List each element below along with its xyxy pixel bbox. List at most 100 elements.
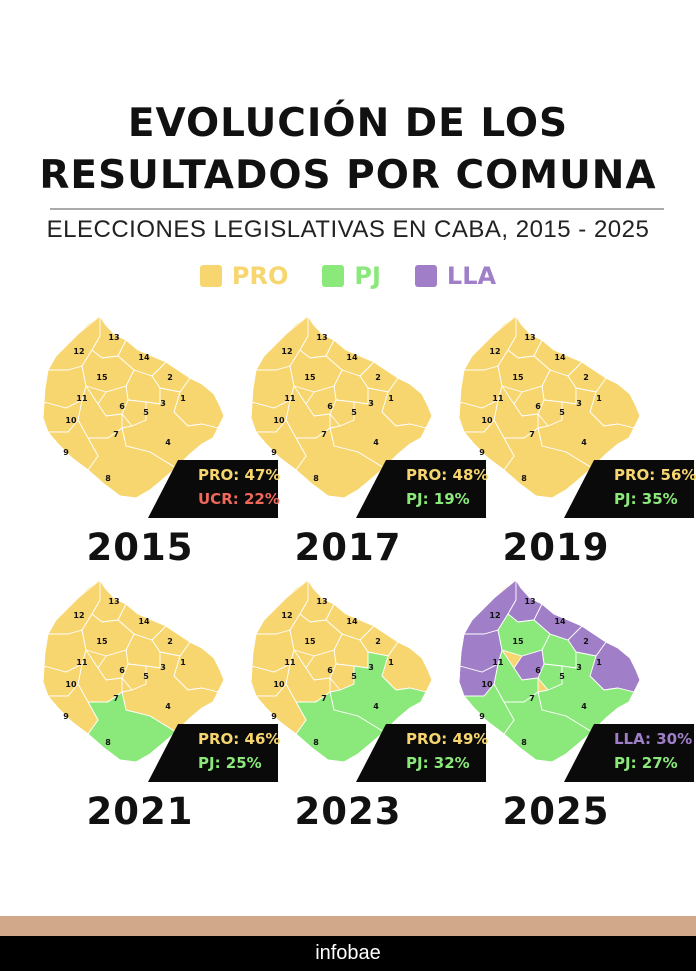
year-label: 2025 xyxy=(502,790,610,833)
result-line-1: PRO: 49% xyxy=(406,730,489,748)
result-line-1: PRO: 47% xyxy=(198,466,281,484)
map-panel-2017: 1 2 3 4 5 6 7 8 9 10 11 12 13 14 15 PRO: 48% PJ: 19% 2017 xyxy=(248,308,488,569)
result-line-2: PJ: 25% xyxy=(198,754,262,772)
map-panel-2019: 1 2 3 4 5 6 7 8 9 10 11 12 13 14 15 PRO: 56% PJ: 35% 2019 xyxy=(456,308,696,569)
comuna-label-15: 15 xyxy=(512,637,524,646)
comuna-label-9: 9 xyxy=(271,712,277,721)
comuna-label-10: 10 xyxy=(273,680,285,689)
comuna-label-7: 7 xyxy=(529,694,535,703)
footer-strip xyxy=(0,916,696,936)
legend-label-pro: PRO xyxy=(231,262,289,290)
comuna-label-6: 6 xyxy=(327,402,333,411)
comuna-label-13: 13 xyxy=(524,333,535,342)
result-line-1: PRO: 48% xyxy=(406,466,489,484)
title-line-1: EVOLUCIÓN DE LOS xyxy=(127,101,569,146)
comuna-label-10: 10 xyxy=(65,680,77,689)
comuna-label-13: 13 xyxy=(316,333,327,342)
comuna-label-1: 1 xyxy=(596,658,602,667)
comuna-label-13: 13 xyxy=(108,597,119,606)
comuna-label-10: 10 xyxy=(65,416,77,425)
subtitle: ELECCIONES LEGISLATIVAS EN CABA, 2015 - … xyxy=(46,216,650,243)
result-badge: PRO: 46% PJ: 25% xyxy=(148,724,281,782)
comuna-label-6: 6 xyxy=(119,666,125,675)
comuna-label-9: 9 xyxy=(271,448,277,457)
brand-logo: infobae xyxy=(315,942,381,964)
comuna-label-14: 14 xyxy=(346,353,358,362)
result-line-1: PRO: 46% xyxy=(198,730,281,748)
result-badge: PRO: 49% PJ: 32% xyxy=(356,724,489,782)
comuna-label-10: 10 xyxy=(481,416,493,425)
comuna-label-5: 5 xyxy=(559,408,565,417)
comuna-label-2: 2 xyxy=(375,637,381,646)
comuna-label-9: 9 xyxy=(63,448,69,457)
comuna-label-12: 12 xyxy=(489,347,500,356)
comuna-15 xyxy=(497,613,551,657)
comuna-label-6: 6 xyxy=(327,666,333,675)
comuna-label-1: 1 xyxy=(180,658,186,667)
comuna-label-11: 11 xyxy=(284,658,296,667)
comuna-label-3: 3 xyxy=(576,399,582,408)
year-label: 2017 xyxy=(294,526,402,569)
legend-item-pj: PJ xyxy=(322,262,381,290)
comuna-15 xyxy=(289,349,343,393)
result-line-2: PJ: 27% xyxy=(614,754,678,772)
comuna-label-7: 7 xyxy=(529,430,535,439)
comuna-label-5: 5 xyxy=(351,672,357,681)
legend-item-lla: LLA xyxy=(414,262,496,290)
comuna-label-8: 8 xyxy=(105,738,111,747)
comuna-label-9: 9 xyxy=(63,712,69,721)
comuna-label-11: 11 xyxy=(492,658,504,667)
comuna-label-12: 12 xyxy=(73,611,84,620)
map-panel-2023: 1 2 3 4 5 6 7 8 9 10 11 12 13 14 15 PRO: 49% PJ: 32% 2023 xyxy=(248,572,488,833)
comuna-label-14: 14 xyxy=(138,353,150,362)
comuna-label-9: 9 xyxy=(479,712,485,721)
year-label: 2015 xyxy=(86,526,194,569)
comuna-label-1: 1 xyxy=(596,394,602,403)
comuna-label-2: 2 xyxy=(167,637,173,646)
comuna-label-13: 13 xyxy=(316,597,327,606)
comuna-15 xyxy=(81,613,135,657)
result-badge: PRO: 47% UCR: 22% xyxy=(148,460,281,518)
comuna-label-14: 14 xyxy=(346,617,358,626)
comuna-15 xyxy=(497,349,551,393)
comuna-label-12: 12 xyxy=(281,611,292,620)
result-badge: PRO: 56% PJ: 35% xyxy=(564,460,696,518)
comuna-label-11: 11 xyxy=(76,658,88,667)
title-divider xyxy=(50,208,664,210)
comuna-label-2: 2 xyxy=(583,373,589,382)
comuna-label-15: 15 xyxy=(96,373,108,382)
comuna-label-8: 8 xyxy=(521,738,527,747)
comuna-label-11: 11 xyxy=(76,394,88,403)
comuna-label-5: 5 xyxy=(143,672,149,681)
comuna-label-8: 8 xyxy=(313,738,319,747)
comuna-label-1: 1 xyxy=(388,394,394,403)
comuna-label-5: 5 xyxy=(559,672,565,681)
comuna-label-15: 15 xyxy=(96,637,108,646)
comuna-label-10: 10 xyxy=(481,680,493,689)
comuna-label-7: 7 xyxy=(321,430,327,439)
comuna-label-4: 4 xyxy=(165,702,171,711)
comuna-label-15: 15 xyxy=(304,373,316,382)
comuna-label-6: 6 xyxy=(119,402,125,411)
comuna-label-4: 4 xyxy=(581,438,587,447)
comuna-label-13: 13 xyxy=(524,597,535,606)
comuna-label-10: 10 xyxy=(273,416,285,425)
comuna-label-14: 14 xyxy=(554,353,566,362)
comuna-label-11: 11 xyxy=(284,394,296,403)
comuna-label-7: 7 xyxy=(321,694,327,703)
comuna-label-7: 7 xyxy=(113,694,119,703)
comuna-label-12: 12 xyxy=(489,611,500,620)
comuna-label-5: 5 xyxy=(351,408,357,417)
result-badge: PRO: 48% PJ: 19% xyxy=(356,460,489,518)
map-panel-2025: 1 2 3 4 5 6 7 8 9 10 11 12 13 14 15 LLA: 30% PJ: 27% 2025 xyxy=(456,572,694,833)
comuna-15 xyxy=(289,613,343,657)
legend-label-pj: PJ xyxy=(354,262,381,290)
legend: PRO PJ LLA xyxy=(0,262,696,290)
comuna-label-1: 1 xyxy=(180,394,186,403)
comuna-label-12: 12 xyxy=(281,347,292,356)
